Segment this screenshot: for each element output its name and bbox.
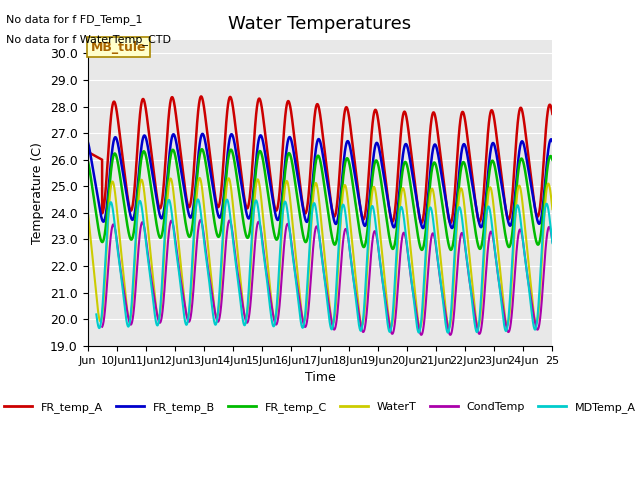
FR_temp_B [261, 152, 269, 157]
FR_temp_C [431, 160, 438, 166]
FR_temp_B [198, 131, 206, 137]
FR_temp_C [466, 191, 474, 197]
MDTemp_A [548, 240, 556, 246]
FR_temp_C [168, 148, 176, 154]
FR_temp_A [466, 155, 474, 161]
Line: MDTemp_A: MDTemp_A [97, 199, 552, 333]
CondTemp [386, 324, 394, 330]
FR_temp_C [418, 247, 426, 253]
WaterT [84, 206, 92, 212]
MDTemp_A [431, 228, 438, 234]
WaterT [261, 237, 269, 242]
CondTemp [168, 218, 176, 224]
FR_temp_A [197, 94, 205, 99]
CondTemp [362, 313, 370, 319]
FR_temp_B [386, 210, 394, 216]
CondTemp [261, 261, 269, 266]
WaterT [445, 324, 453, 330]
MDTemp_A [386, 329, 394, 335]
MDTemp_A [362, 268, 370, 274]
FR_temp_A [168, 94, 176, 100]
Line: FR_temp_B: FR_temp_B [88, 134, 552, 228]
Line: FR_temp_C: FR_temp_C [88, 149, 552, 250]
FR_temp_A [261, 132, 269, 137]
CondTemp [431, 234, 438, 240]
WaterT [466, 258, 474, 264]
FR_temp_A [363, 201, 371, 206]
MDTemp_A [466, 279, 474, 285]
FR_temp_B [419, 225, 427, 231]
FR_temp_C [198, 146, 205, 152]
WaterT [431, 196, 438, 202]
FR_temp_B [168, 134, 176, 140]
WaterT [363, 280, 371, 286]
CondTemp [548, 239, 556, 244]
FR_temp_A [548, 111, 556, 117]
Y-axis label: Temperature (C): Temperature (C) [31, 142, 44, 244]
Title: Water Temperatures: Water Temperatures [228, 15, 412, 33]
Line: CondTemp: CondTemp [102, 220, 552, 335]
WaterT [386, 322, 394, 327]
FR_temp_B [431, 142, 438, 147]
FR_temp_B [548, 138, 556, 144]
WaterT [196, 175, 204, 181]
Line: WaterT: WaterT [88, 178, 552, 327]
FR_temp_B [84, 138, 92, 144]
FR_temp_B [363, 220, 371, 226]
CondTemp [466, 280, 474, 286]
Text: No data for f WaterTemp_CTD: No data for f WaterTemp_CTD [6, 34, 172, 45]
FR_temp_A [386, 211, 394, 216]
WaterT [548, 206, 556, 212]
FR_temp_C [261, 172, 269, 178]
Text: MB_tule: MB_tule [90, 41, 146, 54]
Line: FR_temp_A: FR_temp_A [88, 96, 552, 223]
WaterT [168, 180, 176, 185]
FR_temp_A [431, 111, 438, 117]
FR_temp_C [363, 235, 371, 241]
FR_temp_B [466, 168, 474, 173]
MDTemp_A [261, 264, 269, 269]
Text: No data for f FD_Temp_1: No data for f FD_Temp_1 [6, 14, 143, 25]
FR_temp_C [84, 157, 92, 163]
FR_temp_A [447, 220, 454, 226]
MDTemp_A [168, 213, 176, 218]
FR_temp_A [84, 149, 92, 155]
Legend: FR_temp_A, FR_temp_B, FR_temp_C, WaterT, CondTemp, MDTemp_A: FR_temp_A, FR_temp_B, FR_temp_C, WaterT,… [0, 397, 640, 417]
FR_temp_C [548, 157, 556, 163]
X-axis label: Time: Time [305, 371, 335, 384]
FR_temp_C [386, 238, 394, 243]
